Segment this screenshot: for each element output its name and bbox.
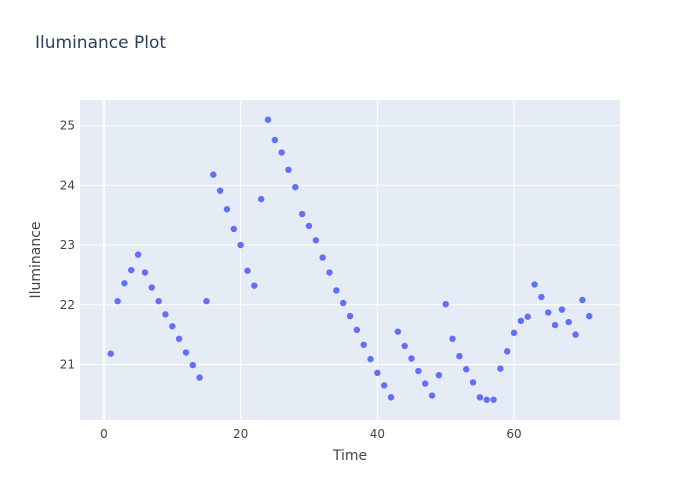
data-point xyxy=(387,394,395,401)
y-tick-label: 22 xyxy=(60,298,75,312)
data-point xyxy=(579,296,586,304)
data-point xyxy=(586,312,593,320)
data-point xyxy=(428,392,436,399)
data-point xyxy=(230,225,237,233)
data-point xyxy=(237,241,244,249)
data-point xyxy=(374,369,381,377)
x-tick-label: 40 xyxy=(370,427,385,441)
data-point xyxy=(524,313,531,320)
data-point xyxy=(189,361,196,369)
data-point xyxy=(216,187,224,194)
data-point xyxy=(162,311,169,318)
data-point xyxy=(353,326,361,334)
data-point xyxy=(333,287,340,294)
grid-lines xyxy=(80,100,620,420)
y-tick-label: 25 xyxy=(60,119,75,133)
data-point xyxy=(565,318,572,326)
data-point xyxy=(107,350,114,357)
data-point xyxy=(203,297,210,305)
x-tick-label: 60 xyxy=(506,427,521,441)
data-point xyxy=(346,312,354,320)
data-point xyxy=(134,251,142,258)
x-tick-label: 0 xyxy=(100,427,108,441)
data-point xyxy=(572,331,579,338)
data-point xyxy=(223,206,231,213)
x-axis-title: Time xyxy=(332,448,367,464)
data-point xyxy=(517,317,525,325)
data-point xyxy=(128,266,135,274)
data-point xyxy=(442,300,449,308)
data-point xyxy=(292,183,299,191)
plot-background xyxy=(80,100,620,420)
data-point xyxy=(538,293,545,301)
data-point xyxy=(415,367,422,375)
data-point xyxy=(469,379,477,386)
data-point xyxy=(182,349,190,356)
x-tick-labels: 0 20 40 60 xyxy=(100,427,522,441)
y-axis-title: Iluminance xyxy=(28,221,44,298)
data-point xyxy=(394,328,402,335)
data-point xyxy=(380,382,388,389)
chart-title: Iluminance Plot xyxy=(35,33,167,53)
x-tick-label: 20 xyxy=(233,427,248,441)
data-point xyxy=(298,210,306,218)
data-point xyxy=(510,329,518,337)
data-point xyxy=(545,309,552,316)
y-tick-label: 21 xyxy=(60,357,75,371)
data-point xyxy=(251,282,258,289)
data-point xyxy=(497,365,504,372)
data-point xyxy=(435,372,443,379)
data-point xyxy=(504,348,511,355)
data-point xyxy=(339,299,347,307)
data-point xyxy=(483,396,490,403)
data-point xyxy=(121,280,128,287)
data-point xyxy=(401,342,408,350)
data-point xyxy=(476,394,484,401)
data-point xyxy=(463,366,470,373)
data-point xyxy=(257,195,265,203)
data-point xyxy=(196,374,203,381)
y-tick-label: 23 xyxy=(60,238,75,252)
data-point xyxy=(367,355,374,363)
data-point xyxy=(421,380,429,387)
data-point xyxy=(285,166,292,174)
data-point xyxy=(319,254,326,261)
data-point xyxy=(175,335,183,343)
data-point xyxy=(169,323,176,330)
data-point xyxy=(271,136,279,144)
data-point xyxy=(148,284,155,291)
data-point xyxy=(278,149,285,156)
data-point xyxy=(490,396,497,403)
data-point xyxy=(244,267,251,274)
data-point xyxy=(551,321,559,329)
data-point xyxy=(312,237,320,244)
data-point xyxy=(155,297,162,305)
data-point xyxy=(456,352,463,360)
data-point xyxy=(141,269,149,276)
data-point xyxy=(408,355,415,362)
data-point xyxy=(264,116,272,123)
data-point xyxy=(305,222,313,230)
data-points xyxy=(107,116,593,403)
data-point xyxy=(360,341,367,348)
data-point xyxy=(114,297,121,305)
data-point xyxy=(531,281,538,288)
data-point xyxy=(558,306,566,313)
y-tick-label: 24 xyxy=(60,178,75,192)
y-tick-labels: 21 22 23 24 25 xyxy=(60,119,75,372)
data-point xyxy=(210,171,217,178)
data-point xyxy=(326,269,333,276)
data-point xyxy=(449,335,456,343)
